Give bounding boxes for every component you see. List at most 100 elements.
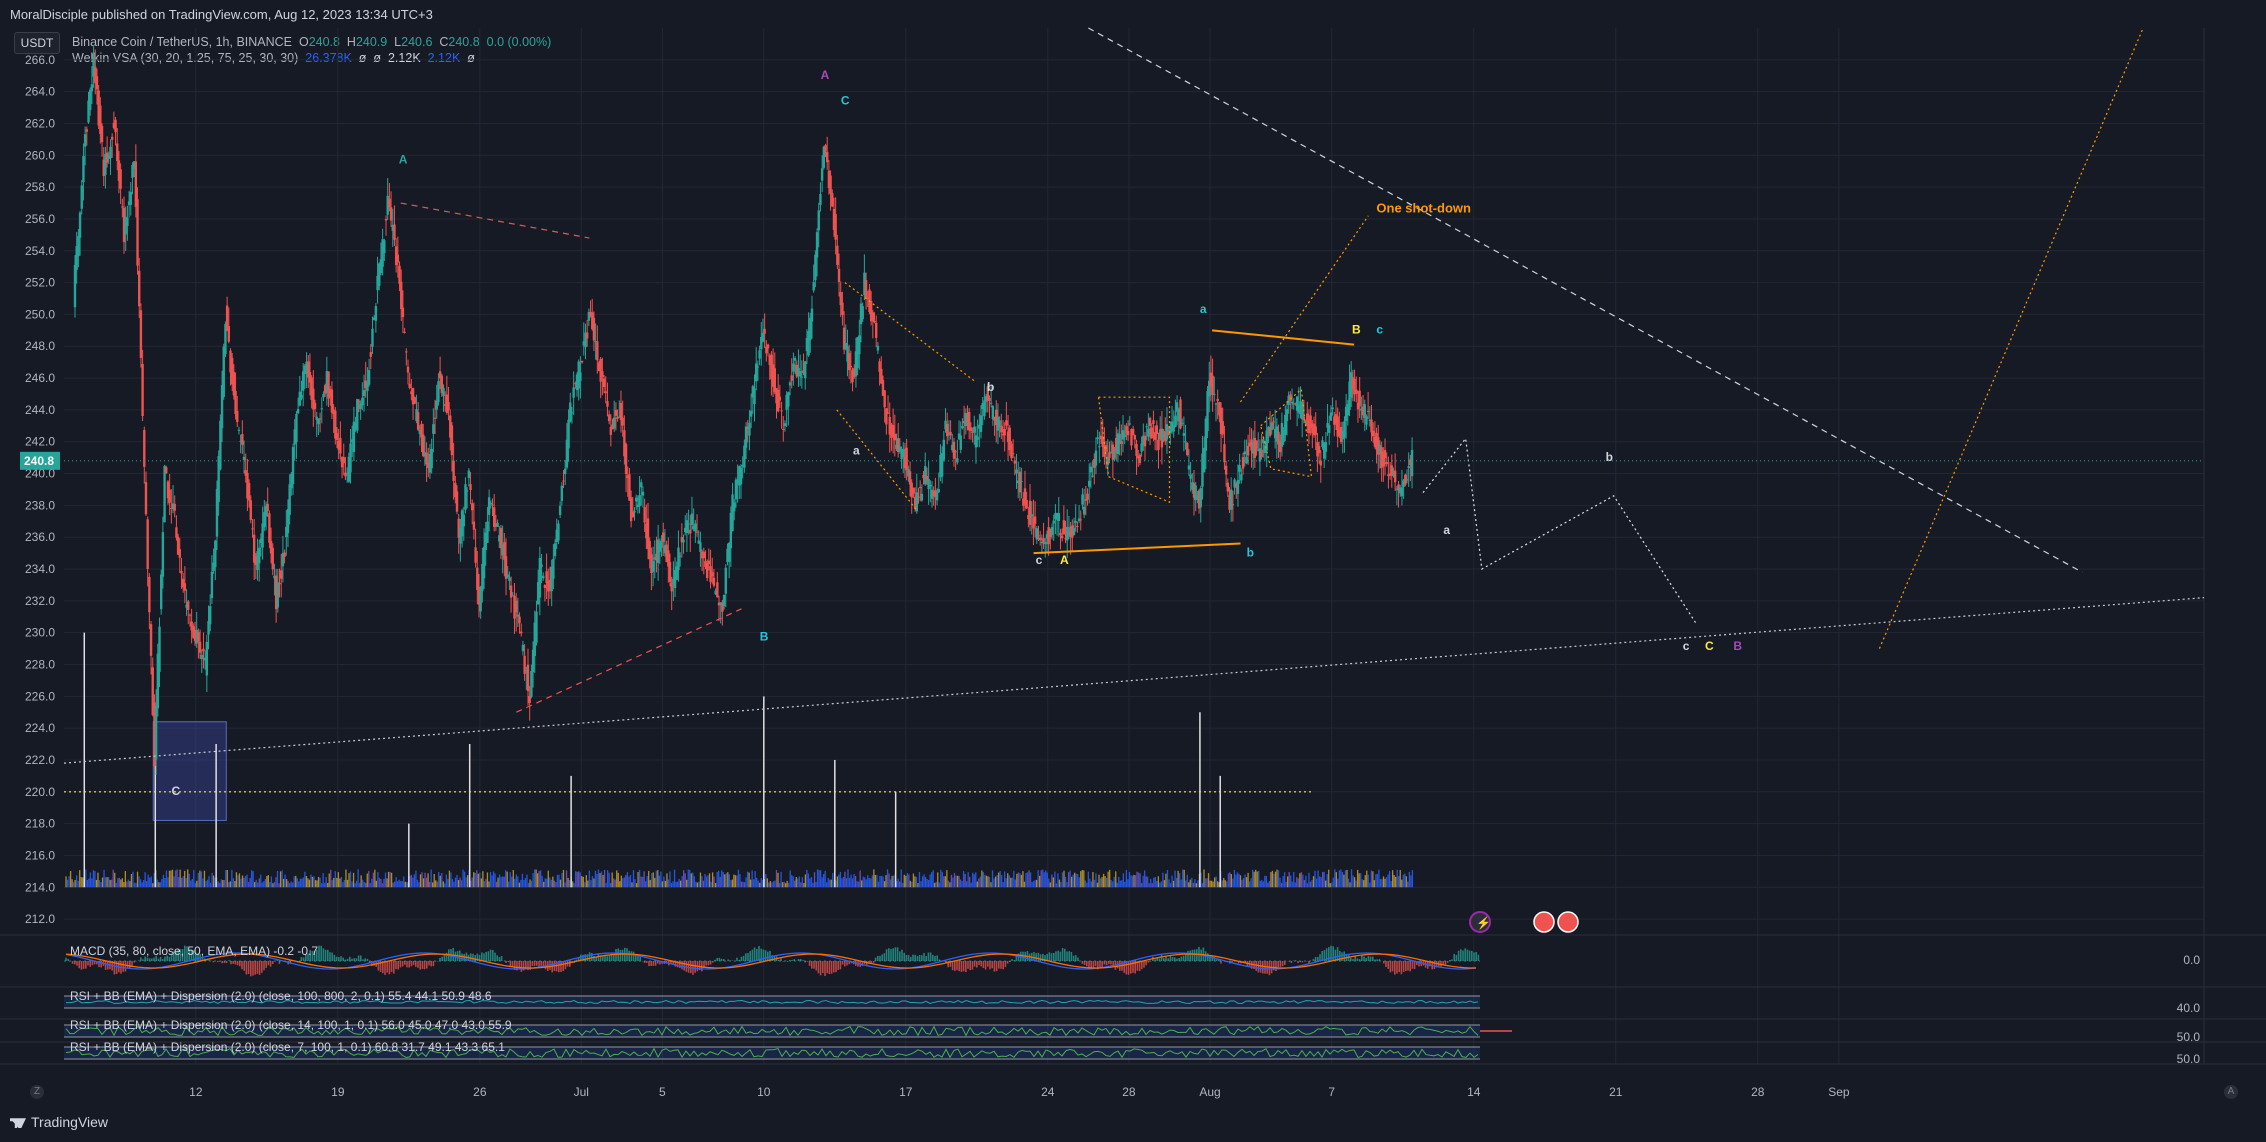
candle-body [1307,424,1311,434]
candle-body [542,575,545,579]
candle-body [219,420,222,470]
candle-body [1005,420,1008,426]
candle-body [197,632,200,642]
candle-body [364,380,367,388]
candle-body [640,482,643,488]
candle-body [558,505,562,515]
candle-body [1140,443,1143,452]
candle-body [1108,452,1111,458]
candle-body [185,604,188,608]
candle-body [293,429,296,445]
candle-body [214,540,217,568]
candle-body [768,355,771,366]
candle-body [354,422,357,429]
candle-body [1138,454,1142,463]
candle-body [721,602,724,612]
candle-body [357,400,361,403]
candle-body [663,545,667,554]
candle-body [1037,535,1040,537]
candle-body [749,410,753,417]
drawing-line-5 [1211,329,1355,346]
candle-body [924,465,927,485]
candle-body [1324,442,1328,452]
candle-body [935,492,939,501]
price-tick-label: 246.0 [25,371,55,385]
candle-body [548,579,552,582]
candle-body [330,389,334,413]
candle-body [1351,377,1355,390]
candle-body [300,394,303,399]
candle-body [1371,430,1375,437]
candle-body [437,381,440,402]
time-tick-label: 26 [473,1085,487,1099]
candle-body [75,246,78,270]
timezone-button[interactable]: Z [30,1085,44,1099]
candle-body [979,415,983,432]
price-tick-label: 228.0 [25,657,55,671]
candle-body [1001,434,1005,436]
candle-body [1177,408,1180,422]
candle-body [1316,442,1319,457]
candle-body [170,508,173,510]
candle-body [966,417,969,419]
candle-body [220,385,224,429]
candle-body [675,566,678,580]
candle-body [1339,427,1343,443]
price-tick-label: 232.0 [25,594,55,608]
candle-body [301,371,305,391]
candle-body [1133,435,1137,440]
candle-body [1150,427,1153,439]
candle-body [1071,525,1074,538]
currency-button[interactable]: USDT [14,32,60,54]
candle-body [352,421,356,453]
candle-body [440,375,443,394]
candle-body [947,433,951,435]
candle-body [866,297,869,300]
auto-scale-button[interactable]: A [2224,1085,2238,1099]
candle-body [709,566,712,583]
candle-body [817,210,820,231]
candle-body [778,396,782,401]
candle-body [116,143,119,162]
candle-body [503,542,506,560]
candle-body [1270,422,1273,431]
candle-body [954,451,957,453]
candle-body [1363,404,1366,418]
candle-body [1015,469,1018,474]
price-tick-label: 266.0 [25,53,55,67]
candle-body [472,521,476,530]
candle-body [425,452,428,465]
candle-body [85,129,89,132]
candle-body [1377,437,1380,455]
candle-body [842,327,846,350]
candle-body [562,480,565,482]
candle-body [310,377,313,400]
candle-body [1280,423,1284,447]
candle-body [1284,414,1287,435]
candle-body [898,446,902,452]
candle-body [1069,526,1072,537]
candle-body [1076,525,1079,528]
candle-body [491,504,494,506]
candle-body [690,513,694,526]
candle-body [317,418,320,425]
candle-body [908,471,912,485]
candle-body [481,563,484,591]
candle-body [1120,441,1123,444]
candle-body [614,409,618,416]
candle-body [334,410,337,439]
candle-body [731,494,734,531]
candle-body [783,423,787,426]
candle-body [651,561,655,572]
candle-body [159,574,163,610]
candle-body [252,534,256,563]
candle-body [494,523,498,527]
candle-body [653,557,656,560]
candle-body [482,546,486,579]
candle-body [998,420,1001,427]
drawing-line-4 [1033,542,1241,555]
candle-body [876,345,880,351]
candle-body [236,410,239,423]
candle-body [511,595,514,597]
